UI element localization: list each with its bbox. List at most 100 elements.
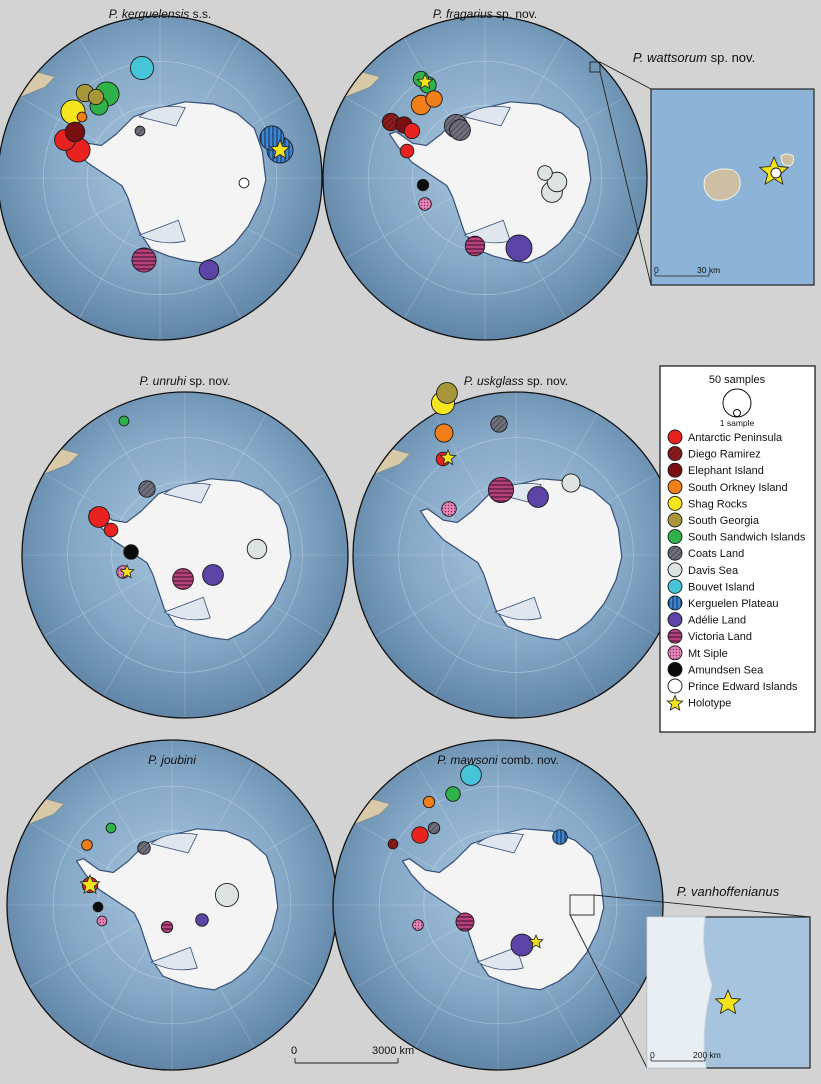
map-panel-kerguelensis: P. kerguelensis s.s. [0,7,323,341]
legend-label-holotype: Holotype [688,698,731,710]
legend-label-adelie-land: Adélie Land [688,615,746,627]
sample-marker-davis-sea [546,171,568,193]
panel-title-suffix: sp. nov. [186,374,230,388]
inset-scale-start: 0 [650,1050,655,1060]
antarctica-ross-shelf [163,596,211,621]
legend-label-elephant-island: Elephant Island [688,465,764,477]
holotype-star [119,563,135,579]
inset-leader-line [569,914,648,1069]
ice-shelf-edge [646,916,713,1069]
legend-swatch-bouvet-island [667,578,683,594]
sample-marker-prince-edward-islands [770,167,782,179]
sample-marker-antarctic-peninsula [88,506,110,528]
legend-label-davis-sea: Davis Sea [688,565,739,577]
graticule-ring-outer [52,785,292,1025]
map-panel-uskglass: P. uskglass sp. nov. [352,374,680,719]
legend-swatch-antarctic-peninsula [667,429,683,445]
inset-title-taxon: P. vanhoffenianus [677,884,780,899]
legend-label-south-sandwich-islands: South Sandwich Islands [688,532,806,544]
sample-marker-adelie-land [505,234,533,262]
inset-title-taxon: P. wattsorum [633,50,707,65]
antarctica-continent [75,828,279,991]
legend-swatch-south-georgia [667,512,683,528]
holotype-star [416,72,434,90]
sample-marker-south-orkney-island [422,795,436,809]
legend-swatch-davis-sea [667,562,683,578]
graticule-ring-outer [398,437,634,673]
panel-title-taxon: P. unruhi [140,374,187,388]
legend-swatch-coats-land-pattern [668,546,682,561]
antarctica-weddell-shelf [150,833,198,854]
sample-marker-adelie-land [202,564,224,586]
sample-marker-davis-sea [561,473,581,493]
map-border [0,15,323,341]
inset-source-box [569,894,595,916]
legend-swatch-kerguelen-plateau-pattern [668,596,682,610]
inset-source-box [589,61,601,73]
panel-title: P. joubini [148,753,196,767]
holotype-star [439,448,457,466]
scale-bar: 0 3000 km [291,1045,414,1064]
legend-box [659,365,816,733]
map-panel-joubini: P. joubini [6,739,338,1071]
sample-marker-antarctic-peninsula [403,122,421,140]
sample-marker-south-georgia [87,88,105,106]
sample-marker-south-sandwich-islands [118,415,130,427]
legend-label-bouvet-island: Bouvet Island [688,581,755,593]
legend-label-shag-rocks: Shag Rocks [688,498,748,510]
legend-swatch-south-sandwich-islands [667,529,683,545]
map-border [322,15,648,341]
antarctica-ross-shelf [150,946,198,971]
sample-marker-antarctic-peninsula [103,522,119,538]
legend-label-mt-siple: Mt Siple [688,648,728,660]
graticule-ring-outer [43,61,277,295]
panel-title: P. fragarius sp. nov. [433,7,537,21]
panel-title: P. mawsoni comb. nov. [437,753,559,767]
sample-marker-victoria-land-pattern [131,247,157,273]
legend-swatch-holotype [666,694,684,712]
sample-marker-south-orkney-island [81,839,93,851]
legend-swatch-elephant-island [667,462,683,478]
legend-label-south-georgia: South Georgia [688,515,760,527]
legend-swatch-prince-edward-islands [667,678,683,694]
legend-swatch-diego-ramirez-pattern [668,446,682,461]
antarctica-weddell-shelf [463,106,511,127]
map-border [332,739,664,1071]
sample-marker-coats-land-pattern [135,126,145,136]
sample-marker-victoria-land-pattern [488,477,514,503]
sample-marker-south-orkney-island [76,111,88,123]
map-panels: P. kerguelensis s.s. P. fragarius sp. nov… [0,7,680,1071]
inset-scale-start: 0 [654,265,659,275]
antarctica-ross-shelf [138,219,186,244]
sample-marker-coats-land-pattern [137,841,151,855]
antarctica-ross-shelf [476,946,524,971]
scale-bar-end: 3000 km [372,1045,414,1057]
map-panel-mawsoni: P. mawsoni comb. nov. [332,739,664,1071]
panel-title: P. unruhi sp. nov. [140,374,231,388]
sample-marker-victoria-land-pattern [161,921,173,933]
inset-wattsorum: P. wattsorum sp. nov. 0 30 km [589,50,815,286]
legend-swatch-south-orkney-island [667,479,683,495]
inset-scale-end: 30 km [697,265,720,275]
legend-label-south-orkney-island: South Orkney Island [688,482,788,494]
legend-label-prince-edward-islands: Prince Edward Islands [688,681,798,693]
sample-marker-amundsen-sea [92,901,104,913]
sample-marker-south-sandwich-islands [105,822,117,834]
sample-marker-davis-sea [537,165,553,181]
legend-label-victoria-land: Victoria Land [688,631,752,643]
sample-marker-diego-ramirez-pattern [388,839,398,849]
sample-marker-victoria-land-pattern [172,568,194,590]
graticule-ring-outer [368,61,602,295]
sample-marker-victoria-land-pattern [465,236,485,256]
sample-marker-adelie-land [510,933,534,957]
legend-label-amundsen-sea: Amundsen Sea [688,664,764,676]
legend-label-coats-land: Coats Land [688,548,744,560]
panel-title-suffix: sp. nov. [493,7,537,21]
map-panel-fragarius: P. fragarius sp. nov. [322,7,648,341]
sample-marker-kerguelen-plateau-pattern [552,829,568,845]
inset-leader-line [599,61,652,90]
prince-edward-island [780,153,794,167]
legend-swatch-shag-rocks [667,495,683,511]
holotype-star [79,873,101,895]
